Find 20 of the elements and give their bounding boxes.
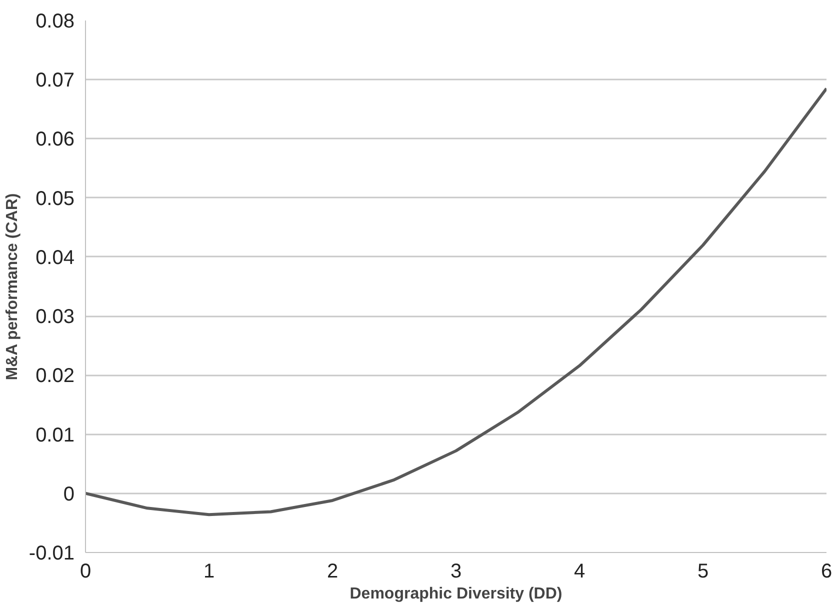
line-series bbox=[86, 86, 826, 516]
y-tick-label: 0.05 bbox=[36, 188, 75, 210]
y-tick-label: 0.04 bbox=[36, 246, 75, 269]
y-tick-label: 0 bbox=[63, 483, 74, 506]
x-tick-label: 4 bbox=[574, 560, 586, 582]
x-tick-label: 6 bbox=[820, 560, 832, 582]
x-tick-label: 1 bbox=[203, 560, 215, 582]
y-tick-label: 0.06 bbox=[36, 128, 75, 151]
y-tick-label: 0.02 bbox=[36, 365, 75, 388]
y-axis-title: M&A performance (CAR) bbox=[4, 193, 21, 380]
x-tick-label: 0 bbox=[80, 560, 92, 582]
x-tick-label: 5 bbox=[697, 560, 709, 582]
y-tick-label: 0.01 bbox=[36, 424, 75, 446]
x-tick-label: 2 bbox=[326, 560, 338, 582]
x-tick-label: 3 bbox=[450, 560, 462, 582]
y-tick-label: -0.01 bbox=[28, 542, 75, 564]
x-axis-title: Demographic Diversity (DD) bbox=[350, 586, 562, 602]
y-tick-label: 0.08 bbox=[36, 10, 75, 32]
y-tick-label: 0.07 bbox=[36, 70, 75, 92]
y-tick-label: 0.03 bbox=[36, 306, 75, 328]
